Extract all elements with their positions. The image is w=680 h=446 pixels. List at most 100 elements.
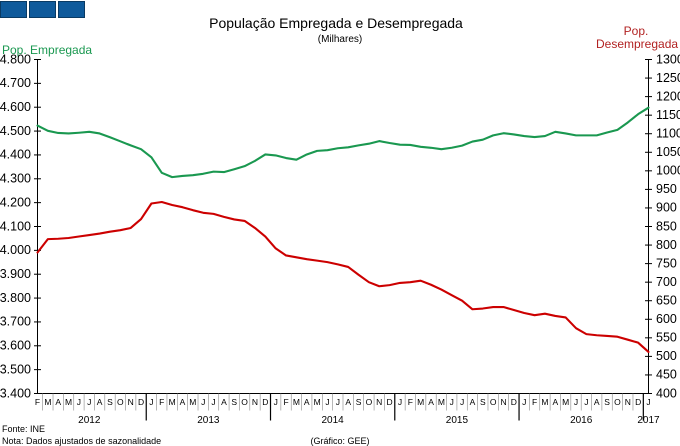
svg-text:4.800: 4.800 xyxy=(0,52,31,66)
svg-text:400: 400 xyxy=(656,386,677,400)
svg-text:A: A xyxy=(428,397,434,407)
svg-text:4.300: 4.300 xyxy=(0,172,31,186)
svg-text:M: M xyxy=(438,397,445,407)
svg-text:800: 800 xyxy=(656,238,677,252)
svg-text:3.500: 3.500 xyxy=(0,362,31,376)
svg-text:1000: 1000 xyxy=(656,164,680,178)
svg-text:N: N xyxy=(625,397,631,407)
svg-text:2015: 2015 xyxy=(446,415,469,426)
svg-text:D: D xyxy=(262,397,268,407)
svg-text:A: A xyxy=(97,397,103,407)
svg-text:M: M xyxy=(541,397,548,407)
svg-text:S: S xyxy=(480,397,486,407)
svg-text:A: A xyxy=(180,397,186,407)
svg-text:J: J xyxy=(336,397,340,407)
svg-text:3.800: 3.800 xyxy=(0,291,31,305)
svg-text:650: 650 xyxy=(656,294,677,308)
svg-text:A: A xyxy=(345,397,351,407)
svg-text:M: M xyxy=(293,397,300,407)
svg-text:N: N xyxy=(252,397,258,407)
svg-text:750: 750 xyxy=(656,256,677,270)
svg-text:4.100: 4.100 xyxy=(0,219,31,233)
svg-text:F: F xyxy=(283,397,288,407)
svg-text:4.700: 4.700 xyxy=(0,76,31,90)
svg-text:A: A xyxy=(552,397,558,407)
svg-text:950: 950 xyxy=(656,182,677,196)
svg-text:3.900: 3.900 xyxy=(0,267,31,281)
svg-text:1200: 1200 xyxy=(656,89,680,103)
svg-text:S: S xyxy=(604,397,610,407)
svg-text:D: D xyxy=(511,397,517,407)
svg-text:J: J xyxy=(325,397,329,407)
svg-text:600: 600 xyxy=(656,312,677,326)
svg-text:N: N xyxy=(376,397,382,407)
svg-text:O: O xyxy=(117,397,124,407)
svg-text:3.700: 3.700 xyxy=(0,315,31,329)
svg-text:F: F xyxy=(35,397,40,407)
svg-text:J: J xyxy=(87,397,91,407)
svg-text:A: A xyxy=(470,397,476,407)
svg-text:J: J xyxy=(398,397,402,407)
svg-text:2013: 2013 xyxy=(197,415,220,426)
svg-text:1050: 1050 xyxy=(656,145,680,159)
svg-text:O: O xyxy=(490,397,497,407)
svg-text:D: D xyxy=(138,397,144,407)
svg-text:A: A xyxy=(221,397,227,407)
svg-text:J: J xyxy=(450,397,454,407)
svg-text:O: O xyxy=(366,397,373,407)
svg-text:A: A xyxy=(304,397,310,407)
svg-text:J: J xyxy=(584,397,588,407)
svg-text:2017: 2017 xyxy=(637,415,660,426)
svg-text:550: 550 xyxy=(656,331,677,345)
svg-text:N: N xyxy=(500,397,506,407)
svg-text:M: M xyxy=(562,397,569,407)
svg-text:850: 850 xyxy=(656,219,677,233)
svg-text:J: J xyxy=(149,397,153,407)
svg-text:J: J xyxy=(522,397,526,407)
svg-text:1150: 1150 xyxy=(656,108,680,122)
svg-text:3.600: 3.600 xyxy=(0,339,31,353)
svg-text:M: M xyxy=(44,397,51,407)
svg-text:4.500: 4.500 xyxy=(0,124,31,138)
svg-text:D: D xyxy=(635,397,641,407)
svg-text:4.600: 4.600 xyxy=(0,100,31,114)
svg-text:J: J xyxy=(211,397,215,407)
svg-text:M: M xyxy=(65,397,72,407)
svg-text:M: M xyxy=(417,397,424,407)
svg-text:J: J xyxy=(574,397,578,407)
svg-text:M: M xyxy=(189,397,196,407)
svg-text:2016: 2016 xyxy=(570,415,593,426)
svg-text:3.400: 3.400 xyxy=(0,386,31,400)
svg-text:4.000: 4.000 xyxy=(0,243,31,257)
svg-text:1250: 1250 xyxy=(656,71,680,85)
svg-text:900: 900 xyxy=(656,201,677,215)
svg-text:A: A xyxy=(55,397,61,407)
svg-text:1100: 1100 xyxy=(656,127,680,141)
svg-text:2014: 2014 xyxy=(322,415,345,426)
svg-text:2012: 2012 xyxy=(78,415,101,426)
svg-text:J: J xyxy=(460,397,464,407)
svg-text:S: S xyxy=(356,397,362,407)
svg-text:A: A xyxy=(594,397,600,407)
svg-text:700: 700 xyxy=(656,275,677,289)
svg-text:4.200: 4.200 xyxy=(0,195,31,209)
svg-text:J: J xyxy=(77,397,81,407)
svg-text:1300: 1300 xyxy=(656,52,680,66)
svg-text:D: D xyxy=(387,397,393,407)
svg-text:450: 450 xyxy=(656,368,677,382)
svg-text:F: F xyxy=(159,397,164,407)
svg-text:F: F xyxy=(408,397,413,407)
svg-text:J: J xyxy=(201,397,205,407)
svg-text:M: M xyxy=(169,397,176,407)
svg-text:F: F xyxy=(532,397,537,407)
svg-text:4.400: 4.400 xyxy=(0,148,31,162)
svg-text:J: J xyxy=(646,397,650,407)
svg-text:500: 500 xyxy=(656,349,677,363)
svg-text:J: J xyxy=(274,397,278,407)
svg-text:O: O xyxy=(241,397,248,407)
svg-text:S: S xyxy=(231,397,237,407)
svg-text:M: M xyxy=(314,397,321,407)
svg-text:N: N xyxy=(128,397,134,407)
svg-text:O: O xyxy=(614,397,621,407)
svg-text:S: S xyxy=(107,397,113,407)
